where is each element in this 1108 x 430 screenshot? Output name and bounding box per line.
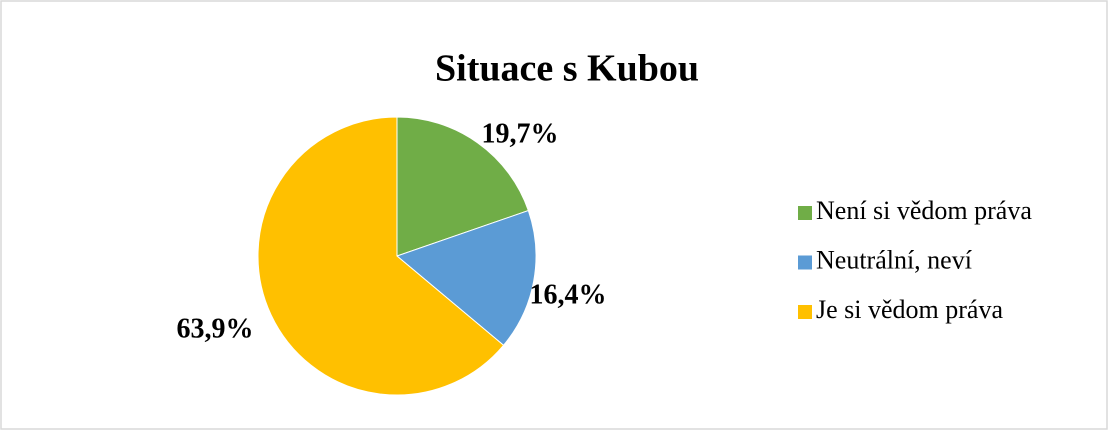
legend-swatch: [798, 206, 812, 220]
data-label: 16,4%: [530, 279, 607, 310]
legend-label: Není si vědom práva: [816, 196, 1032, 225]
legend-swatch: [798, 255, 812, 270]
legend-label: Neutrální, neví: [816, 245, 972, 274]
pie-slice: [396, 116, 530, 257]
data-label: 19,7%: [482, 118, 559, 149]
pie-slice: [257, 116, 505, 396]
legend-label: Je si vědom práva: [816, 295, 1003, 324]
pie-slice: [396, 209, 537, 346]
chart-title: Situace s Kubou: [435, 48, 699, 90]
legend-swatch: [798, 305, 812, 319]
data-label: 63,9%: [177, 313, 254, 344]
